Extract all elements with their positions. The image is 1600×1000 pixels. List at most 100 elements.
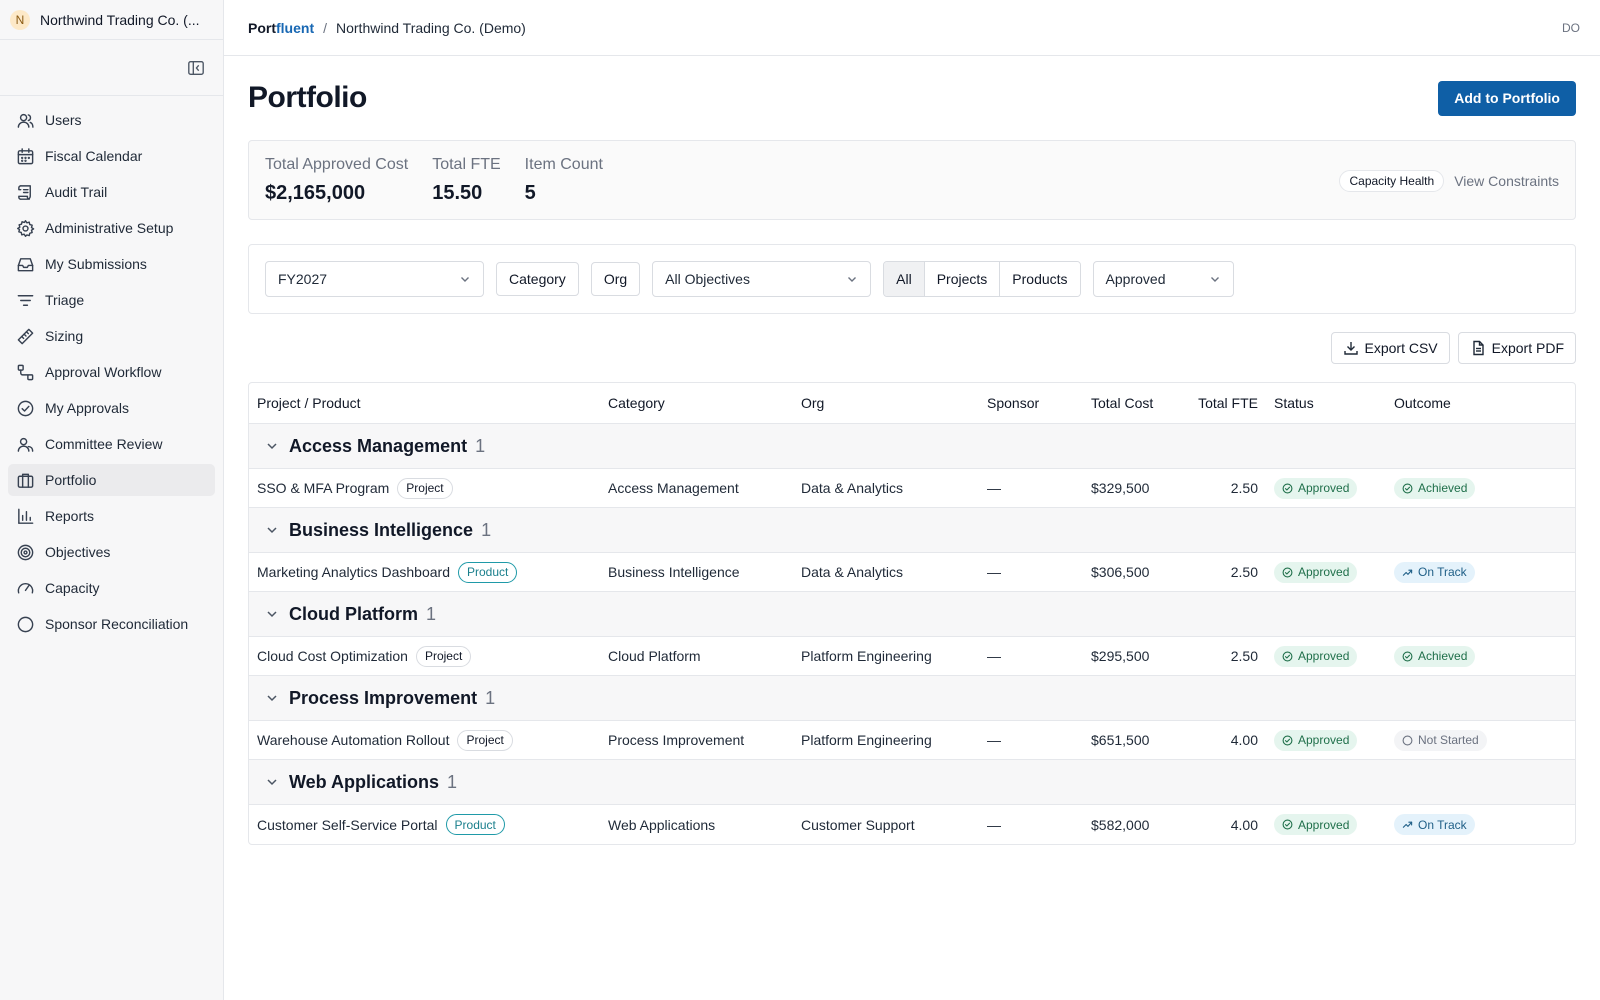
breadcrumb-brand[interactable]: Portfluent [248, 20, 314, 36]
chevron-down-icon [1210, 277, 1219, 282]
export-csv-button[interactable]: Export CSV [1330, 332, 1450, 364]
sidebar-item-portfolio[interactable]: Portfolio [8, 464, 215, 496]
total-fte-label: Total FTE [432, 155, 501, 173]
circle-icon [17, 616, 34, 632]
category-filter-button[interactable]: Category [496, 262, 579, 296]
status-badge: Approved [1274, 477, 1358, 499]
item-count-label: Item Count [524, 155, 603, 173]
sidebar-item-users[interactable]: Users [8, 104, 215, 136]
cell-status: Approved [1266, 729, 1394, 751]
sidebar-item-capacity[interactable]: Capacity [8, 572, 215, 604]
type-tab-all[interactable]: All [884, 262, 925, 296]
total-cost-value: $2,165,000 [265, 181, 366, 204]
sidebar-item-sponsor-reconciliation[interactable]: Sponsor Reconciliation [8, 608, 215, 640]
item-name[interactable]: Customer Self-Service Portal [257, 816, 438, 833]
sidebar-item-sizing[interactable]: Sizing [8, 320, 215, 352]
item-name[interactable]: Marketing Analytics Dashboard [257, 564, 450, 580]
org-avatar: N [10, 9, 30, 30]
check-circle-icon [1282, 567, 1293, 577]
table-row[interactable]: Cloud Cost Optimization Project Cloud Plat… [249, 637, 1575, 676]
group-count: 1 [481, 519, 492, 540]
sidebar-item-label: Reports [45, 508, 95, 524]
page-title: Portfolio [248, 81, 367, 114]
cell-name: Marketing Analytics Dashboard Product [249, 561, 608, 583]
sidebar-item-triage[interactable]: Triage [8, 284, 215, 316]
group-title: Access Management [289, 435, 468, 456]
group-row[interactable]: Web Applications 1 [249, 760, 1575, 805]
cell-outcome: Not Started [1394, 729, 1524, 751]
header-category[interactable]: Category [608, 395, 665, 411]
item-name[interactable]: SSO & MFA Program [257, 480, 390, 496]
status-badge: Approved [1274, 645, 1358, 667]
objectives-select[interactable]: All Objectives [652, 261, 872, 297]
org-switcher[interactable]: N Northwind Trading Co. (... [0, 0, 223, 40]
download-icon [1343, 342, 1358, 355]
cell-outcome: Achieved [1394, 645, 1524, 667]
cell-name: Warehouse Automation Rollout Project [249, 729, 608, 751]
table-row[interactable]: Warehouse Automation Rollout Project Proce… [249, 721, 1575, 760]
header-status[interactable]: Status [1274, 395, 1314, 411]
outcome-badge: Achieved [1394, 645, 1476, 667]
cell-name: Customer Self-Service Portal Product [249, 814, 608, 835]
type-tag: Product [458, 561, 518, 583]
cell-total-fte: 2.50 [1230, 564, 1258, 580]
collapse-row [0, 40, 223, 96]
sidebar-collapse-icon[interactable] [185, 57, 207, 79]
group-row[interactable]: Cloud Platform 1 [249, 592, 1575, 637]
type-tab-products[interactable]: Products [1000, 262, 1080, 296]
users-icon [17, 113, 34, 128]
view-constraints-link[interactable]: View Constraints [1454, 173, 1559, 189]
cell-status: Approved [1266, 814, 1394, 835]
type-tab-projects[interactable]: Projects [924, 262, 1001, 296]
header-sponsor[interactable]: Sponsor [987, 395, 1040, 411]
target-icon [17, 544, 34, 560]
export-pdf-button[interactable]: Export PDF [1457, 332, 1576, 364]
group-row[interactable]: Process Improvement 1 [249, 676, 1575, 721]
portfolio-table: Project / Product Category Org Sponsor T… [248, 382, 1576, 845]
fiscal-year-select[interactable]: FY2027 [265, 261, 484, 297]
outcome-badge-label: On Track [1418, 565, 1467, 579]
header-total-fte[interactable]: Total FTE [1198, 395, 1258, 411]
sidebar-item-administrative-setup[interactable]: Administrative Setup [8, 212, 215, 244]
sidebar-item-objectives[interactable]: Objectives [8, 536, 215, 568]
status-select[interactable]: Approved [1092, 261, 1234, 297]
outcome-badge-label: On Track [1418, 817, 1467, 832]
total-cost-stat: Total Approved Cost $2,165,000 [265, 156, 408, 205]
sidebar-item-committee-review[interactable]: Committee Review [8, 428, 215, 460]
org-filter-button[interactable]: Org [590, 262, 641, 296]
sidebar-item-audit-trail[interactable]: Audit Trail [8, 176, 215, 208]
status-badge: Approved [1274, 729, 1358, 751]
capacity-health-button[interactable]: Capacity Health [1339, 170, 1445, 192]
group-count: 1 [426, 603, 437, 624]
cell-outcome: On Track [1394, 561, 1524, 583]
sidebar-item-reports[interactable]: Reports [8, 500, 215, 532]
header-total-cost[interactable]: Total Cost [1091, 395, 1154, 411]
group-title: Cloud Platform [289, 603, 418, 624]
user-avatar[interactable]: DO [1562, 21, 1580, 35]
check-circle-icon [1402, 483, 1413, 493]
item-name[interactable]: Cloud Cost Optimization [257, 648, 408, 664]
group-row[interactable]: Access Management 1 [249, 424, 1575, 469]
user-group-icon [17, 437, 34, 452]
header-outcome[interactable]: Outcome [1394, 395, 1451, 411]
table-row[interactable]: SSO & MFA Program Project Access Managemen… [249, 469, 1575, 508]
table-row[interactable]: Marketing Analytics Dashboard Product Busi… [249, 553, 1575, 592]
sidebar-item-label: Objectives [45, 544, 111, 560]
table-row[interactable]: Customer Self-Service Portal Product Web A… [249, 805, 1575, 844]
sidebar-item-approval-workflow[interactable]: Approval Workflow [8, 356, 215, 388]
item-name[interactable]: Warehouse Automation Rollout [257, 732, 450, 748]
sidebar-item-my-submissions[interactable]: My Submissions [8, 248, 215, 280]
header-org[interactable]: Org [801, 395, 825, 411]
cell-category: Web Applications [608, 816, 716, 833]
header-name[interactable]: Project / Product [257, 395, 361, 411]
sidebar-item-fiscal-calendar[interactable]: Fiscal Calendar [8, 140, 215, 172]
sidebar-item-my-approvals[interactable]: My Approvals [8, 392, 215, 424]
sidebar-nav: Users Fiscal Calendar Audit Trail Administr… [0, 96, 223, 640]
cell-org: Platform Engineering [801, 648, 932, 664]
sidebar-item-label: My Submissions [45, 256, 147, 272]
add-to-portfolio-button[interactable]: Add to Portfolio [1438, 80, 1576, 116]
bar-chart-icon [18, 508, 34, 524]
group-row[interactable]: Business Intelligence 1 [249, 508, 1575, 553]
ruler-icon [17, 328, 34, 344]
outcome-badge: On Track [1394, 561, 1475, 583]
